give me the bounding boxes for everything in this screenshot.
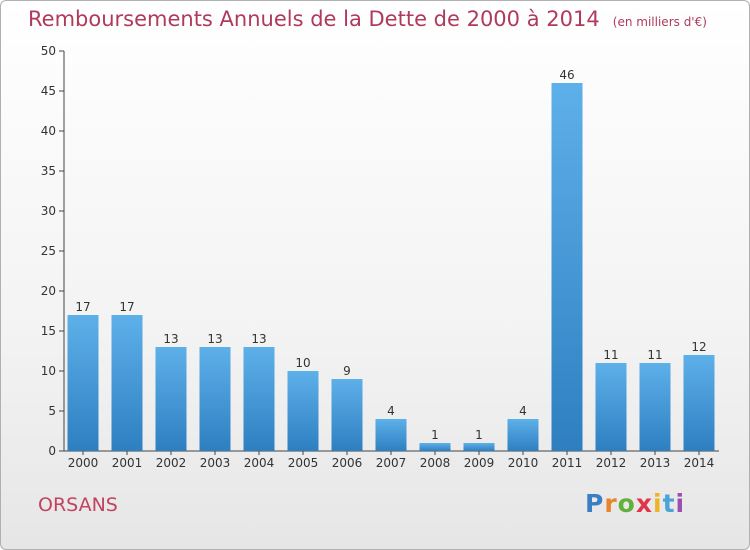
bar-value-label: 46 xyxy=(559,68,574,82)
bar xyxy=(111,315,143,451)
y-tick-label: 30 xyxy=(41,204,56,218)
x-tick-label: 2010 xyxy=(508,456,539,470)
x-tick-label: 2008 xyxy=(420,456,451,470)
y-tick-label: 50 xyxy=(41,44,56,58)
x-tick-label: 2001 xyxy=(112,456,143,470)
logo-letter: o xyxy=(617,489,636,518)
bar-value-label: 13 xyxy=(163,332,178,346)
x-tick-label: 2002 xyxy=(156,456,187,470)
logo-letter: x xyxy=(635,489,653,518)
bar-value-label: 13 xyxy=(251,332,266,346)
y-tick-label: 40 xyxy=(41,124,56,138)
bar xyxy=(683,355,715,451)
x-tick-label: 2006 xyxy=(332,456,363,470)
bar-value-label: 4 xyxy=(387,404,395,418)
bar xyxy=(331,379,363,451)
logo-letter: i xyxy=(653,489,663,518)
x-tick-label: 2012 xyxy=(596,456,627,470)
x-tick-label: 2003 xyxy=(200,456,231,470)
x-tick-label: 2009 xyxy=(464,456,495,470)
bar xyxy=(419,443,451,451)
logo-letter: i xyxy=(675,489,686,518)
x-tick-label: 2000 xyxy=(68,456,99,470)
chart-title: Remboursements Annuels de la Dette de 20… xyxy=(28,7,600,31)
bar-value-label: 10 xyxy=(295,356,310,370)
bar-value-label: 1 xyxy=(431,428,439,442)
y-tick-label: 15 xyxy=(41,324,56,338)
bar xyxy=(199,347,231,451)
x-tick-label: 2004 xyxy=(244,456,275,470)
x-tick-label: 2014 xyxy=(684,456,715,470)
x-tick-label: 2011 xyxy=(552,456,583,470)
bar-value-label: 9 xyxy=(343,364,351,378)
y-tick-label: 35 xyxy=(41,164,56,178)
bar xyxy=(375,419,407,451)
bar-value-label: 13 xyxy=(207,332,222,346)
logo-letter: P xyxy=(585,489,605,518)
y-tick-label: 45 xyxy=(41,84,56,98)
x-tick-label: 2013 xyxy=(640,456,671,470)
bar xyxy=(67,315,99,451)
x-tick-label: 2007 xyxy=(376,456,407,470)
x-tick-label: 2005 xyxy=(288,456,319,470)
logo-letter: r xyxy=(604,489,618,518)
chart-unit: (en milliers d'€) xyxy=(612,15,707,29)
bar xyxy=(287,371,319,451)
y-tick-label: 0 xyxy=(48,444,56,458)
bar xyxy=(463,443,495,451)
y-tick-label: 5 xyxy=(48,404,56,418)
logo-letter: t xyxy=(662,489,676,518)
bar-value-label: 1 xyxy=(475,428,483,442)
bar-value-label: 11 xyxy=(603,348,618,362)
bar xyxy=(155,347,187,451)
bar-value-label: 4 xyxy=(519,404,527,418)
bar xyxy=(639,363,671,451)
proxiti-logo: Proxiti xyxy=(585,489,685,518)
y-tick-label: 20 xyxy=(41,284,56,298)
bar-value-label: 17 xyxy=(119,300,134,314)
bar xyxy=(243,347,275,451)
bar-value-label: 17 xyxy=(75,300,90,314)
place-name: ORSANS xyxy=(38,494,118,516)
bar-value-label: 12 xyxy=(691,340,706,354)
bar-value-label: 11 xyxy=(647,348,662,362)
bar xyxy=(551,83,583,451)
bar xyxy=(507,419,539,451)
bar xyxy=(595,363,627,451)
y-tick-label: 25 xyxy=(41,244,56,258)
y-tick-label: 10 xyxy=(41,364,56,378)
title-line: Remboursements Annuels de la Dette de 20… xyxy=(28,7,707,31)
